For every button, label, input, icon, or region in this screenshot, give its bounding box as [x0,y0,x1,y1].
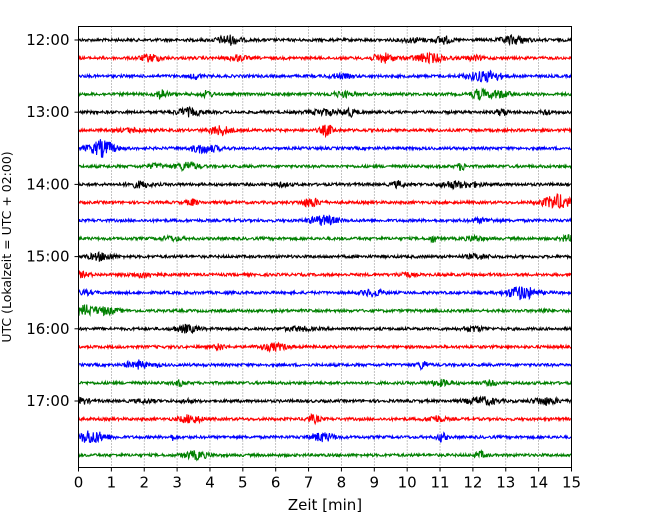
trace-1515 [78,269,572,279]
x-tick-label: 9 [370,474,380,492]
x-tick-label: 1 [107,474,117,492]
x-tick-label: 6 [271,474,281,492]
x-tick-label: 0 [74,474,84,492]
trace-1400 [77,180,572,191]
trace-1430 [77,214,573,226]
x-tick-label: 12 [463,474,482,492]
y-tick-label: 13:00 [26,103,69,121]
trace-1415 [78,193,573,209]
x-tick-label: 14 [529,474,548,492]
plot-frame [78,26,572,468]
trace-1745 [78,448,572,462]
trace-1445 [77,233,573,244]
trace-1230 [78,69,573,84]
y-tick-label: 12:00 [26,31,69,49]
seismogram-traces [77,33,573,462]
trace-1700 [77,395,572,407]
x-tick-label: 7 [304,474,314,492]
trace-1730 [78,430,573,444]
x-tick-label: 13 [496,474,515,492]
trace-1215 [78,51,572,65]
y-axis-label: UTC (Lokalzeit = UTC + 02:00) [0,151,14,342]
trace-1600 [78,323,572,334]
y-tick-label: 14:00 [26,175,69,193]
trace-1715 [78,412,572,426]
trace-1345 [77,161,572,173]
trace-1315 [78,124,573,139]
x-tick-label: 8 [337,474,347,492]
trace-1615 [78,341,572,353]
x-axis-label: Zeit [min] [288,496,362,514]
trace-1630 [77,359,573,371]
y-tick-label: 16:00 [26,320,69,338]
trace-1300 [78,105,573,119]
trace-1200 [78,33,572,47]
trace-1530 [78,285,572,301]
x-tick-label: 5 [238,474,248,492]
trace-1245 [78,87,572,101]
x-tick-label: 4 [205,474,215,492]
trace-1545 [78,304,573,318]
y-tick-label: 17:00 [26,392,69,410]
trace-1330 [77,139,572,158]
x-tick-label: 15 [562,474,581,492]
trace-1500 [78,250,573,263]
x-tick-label: 3 [172,474,182,492]
x-tick-label: 11 [430,474,449,492]
trace-1645 [78,378,572,388]
x-tick-label: 2 [139,474,149,492]
y-axis: 12:00 13:00 14:00 15:00 16:00 17:00 [26,31,79,410]
y-tick-label: 15:00 [26,248,69,266]
x-axis: 0 1 2 3 4 5 6 7 8 9 10 11 12 13 14 15 [74,467,581,492]
x-tick-label: 10 [398,474,417,492]
